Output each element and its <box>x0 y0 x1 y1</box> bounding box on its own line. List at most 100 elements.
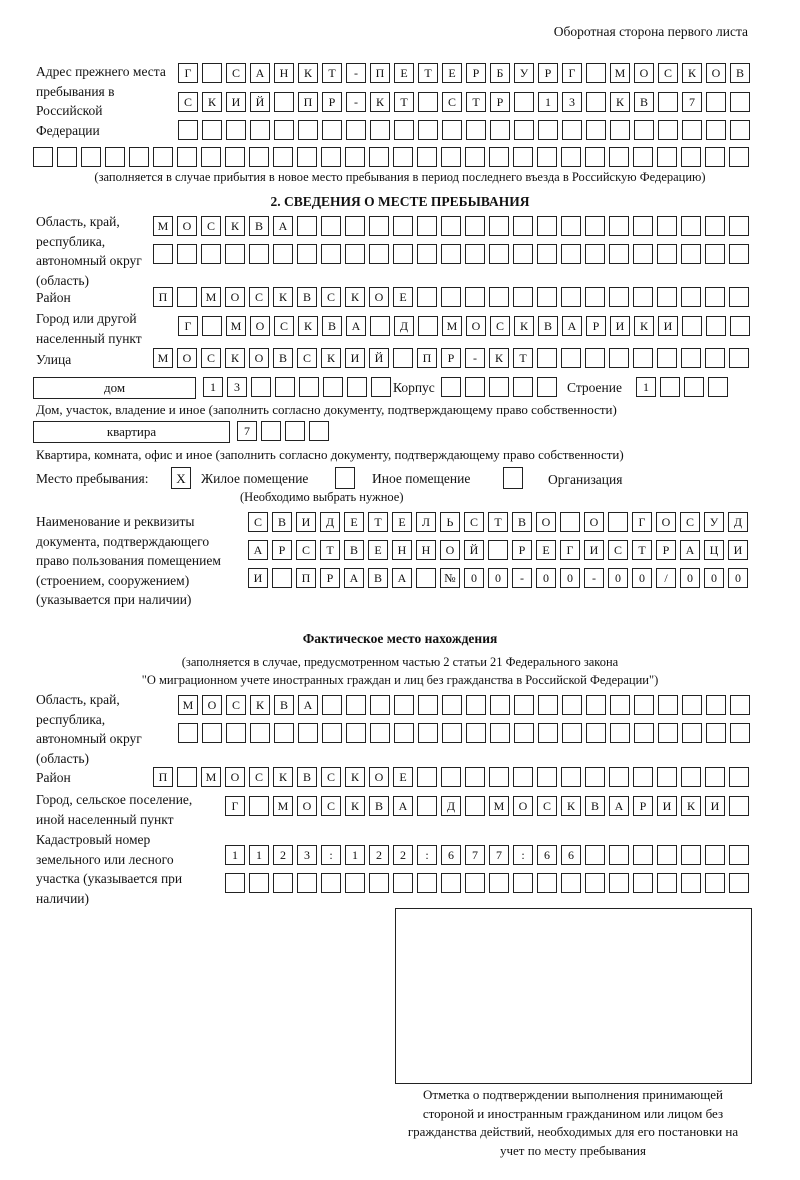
char-cell[interactable] <box>346 120 366 140</box>
char-cell[interactable] <box>275 377 295 397</box>
char-cell[interactable] <box>177 767 197 787</box>
char-cell[interactable] <box>441 244 461 264</box>
char-cell[interactable]: О <box>177 216 197 236</box>
char-cell[interactable]: Г <box>562 63 582 83</box>
char-cell[interactable] <box>585 348 605 368</box>
char-cell[interactable] <box>465 244 485 264</box>
char-cell[interactable] <box>537 244 557 264</box>
char-cell[interactable] <box>561 767 581 787</box>
char-cell[interactable] <box>658 120 678 140</box>
char-cell[interactable]: А <box>392 568 412 588</box>
char-cell[interactable]: С <box>274 316 294 336</box>
char-cell[interactable] <box>442 695 462 715</box>
char-cell[interactable]: О <box>369 767 389 787</box>
char-cell[interactable]: И <box>657 796 677 816</box>
char-cell[interactable]: Б <box>490 63 510 83</box>
char-cell[interactable] <box>514 120 534 140</box>
char-cell[interactable] <box>610 695 630 715</box>
char-cell[interactable] <box>513 873 533 893</box>
char-cell[interactable] <box>729 767 749 787</box>
char-cell[interactable]: В <box>730 63 750 83</box>
char-cell[interactable]: 6 <box>537 845 557 865</box>
char-cell[interactable]: А <box>680 540 700 560</box>
char-cell[interactable] <box>657 767 677 787</box>
char-cell[interactable] <box>633 244 653 264</box>
char-cell[interactable]: Т <box>632 540 652 560</box>
char-cell[interactable]: М <box>201 767 221 787</box>
char-cell[interactable] <box>585 287 605 307</box>
char-cell[interactable] <box>322 120 342 140</box>
stay-option-other-checkbox[interactable] <box>335 467 355 489</box>
char-cell[interactable] <box>586 695 606 715</box>
char-cell[interactable] <box>730 316 750 336</box>
char-cell[interactable]: Н <box>392 540 412 560</box>
char-cell[interactable] <box>177 287 197 307</box>
char-cell[interactable] <box>345 244 365 264</box>
char-cell[interactable] <box>585 873 605 893</box>
char-cell[interactable] <box>273 147 293 167</box>
char-cell[interactable]: О <box>225 767 245 787</box>
char-cell[interactable] <box>261 421 281 441</box>
char-cell[interactable]: О <box>466 316 486 336</box>
char-cell[interactable] <box>538 695 558 715</box>
char-cell[interactable] <box>297 873 317 893</box>
char-cell[interactable] <box>585 845 605 865</box>
char-cell[interactable] <box>730 695 750 715</box>
char-cell[interactable] <box>488 540 508 560</box>
char-cell[interactable]: К <box>273 287 293 307</box>
char-cell[interactable]: А <box>248 540 268 560</box>
char-cell[interactable]: Й <box>369 348 389 368</box>
char-cell[interactable]: 0 <box>704 568 724 588</box>
char-cell[interactable]: Р <box>322 92 342 112</box>
char-cell[interactable] <box>251 377 271 397</box>
char-cell[interactable] <box>441 287 461 307</box>
char-cell[interactable] <box>465 377 485 397</box>
char-cell[interactable]: И <box>345 348 365 368</box>
char-cell[interactable] <box>514 695 534 715</box>
char-cell[interactable] <box>393 873 413 893</box>
char-cell[interactable] <box>369 873 389 893</box>
char-cell[interactable] <box>441 873 461 893</box>
char-cell[interactable] <box>585 147 605 167</box>
char-cell[interactable]: А <box>393 796 413 816</box>
char-cell[interactable] <box>417 873 437 893</box>
char-cell[interactable]: М <box>273 796 293 816</box>
char-cell[interactable] <box>489 216 509 236</box>
char-cell[interactable] <box>489 287 509 307</box>
char-cell[interactable]: О <box>250 316 270 336</box>
char-cell[interactable] <box>633 845 653 865</box>
char-cell[interactable]: В <box>538 316 558 336</box>
char-cell[interactable] <box>466 723 486 743</box>
char-cell[interactable] <box>561 287 581 307</box>
char-cell[interactable]: Р <box>586 316 606 336</box>
char-cell[interactable]: 7 <box>489 845 509 865</box>
char-cell[interactable]: А <box>344 568 364 588</box>
char-cell[interactable] <box>105 147 125 167</box>
char-cell[interactable]: 7 <box>465 845 485 865</box>
char-cell[interactable] <box>394 695 414 715</box>
char-cell[interactable] <box>729 845 749 865</box>
char-cell[interactable] <box>465 287 485 307</box>
char-cell[interactable] <box>369 244 389 264</box>
char-cell[interactable] <box>345 216 365 236</box>
char-cell[interactable]: С <box>321 287 341 307</box>
char-cell[interactable]: С <box>464 512 484 532</box>
char-cell[interactable]: Д <box>320 512 340 532</box>
char-cell[interactable] <box>417 767 437 787</box>
char-cell[interactable] <box>297 147 317 167</box>
char-cell[interactable]: Д <box>728 512 748 532</box>
char-cell[interactable] <box>226 120 246 140</box>
char-cell[interactable]: К <box>370 92 390 112</box>
char-cell[interactable] <box>297 244 317 264</box>
char-cell[interactable]: М <box>226 316 246 336</box>
char-cell[interactable]: Т <box>488 512 508 532</box>
char-cell[interactable]: С <box>248 512 268 532</box>
char-cell[interactable]: 0 <box>536 568 556 588</box>
char-cell[interactable]: В <box>297 287 317 307</box>
char-cell[interactable] <box>153 244 173 264</box>
char-cell[interactable] <box>705 216 725 236</box>
char-cell[interactable]: 3 <box>227 377 247 397</box>
char-cell[interactable] <box>537 377 557 397</box>
char-cell[interactable]: П <box>153 767 173 787</box>
char-cell[interactable]: С <box>249 287 269 307</box>
